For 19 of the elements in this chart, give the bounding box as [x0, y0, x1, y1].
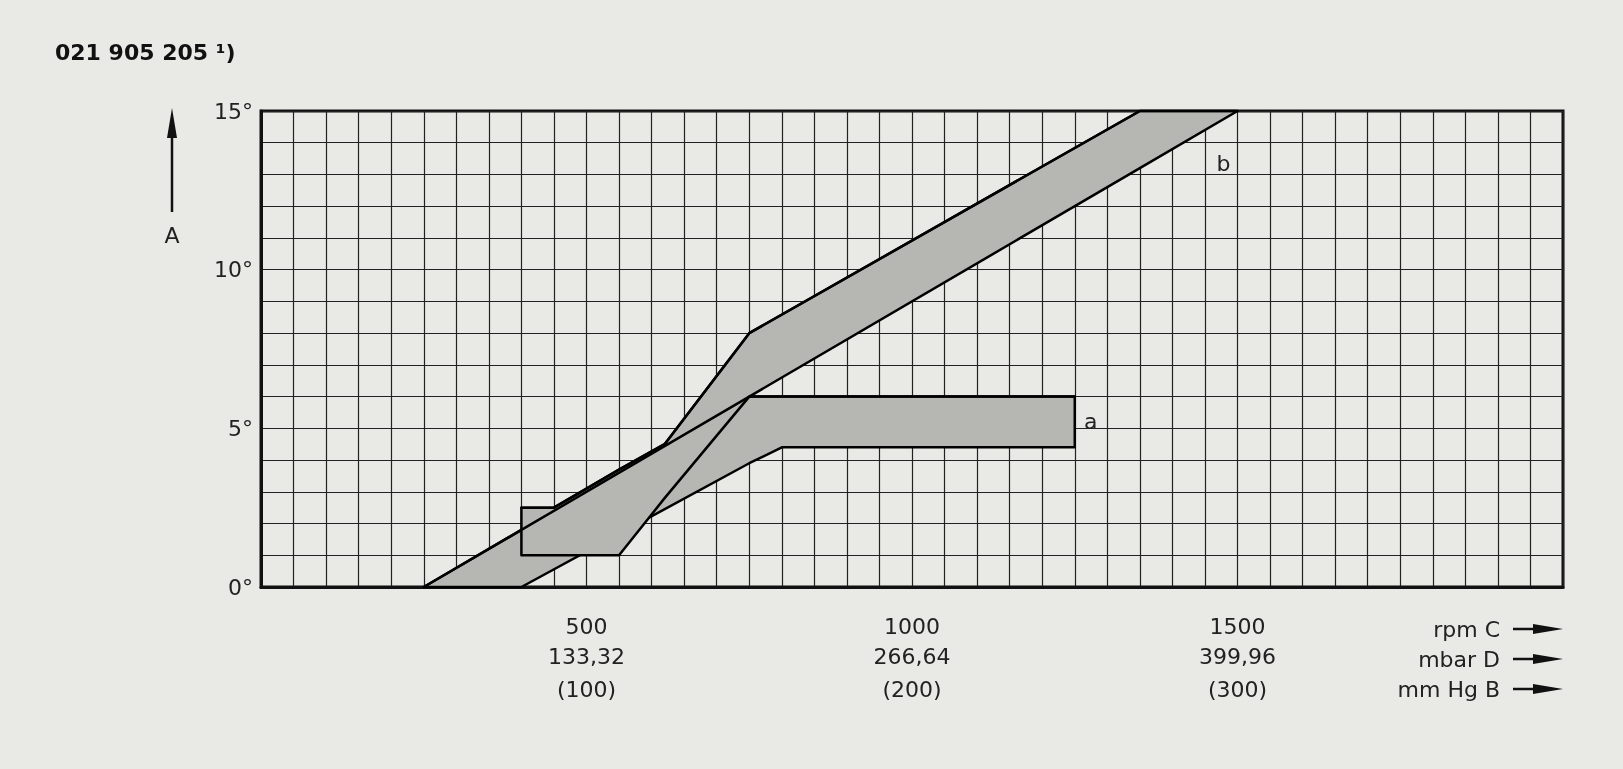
- x-tick-label: 500: [565, 613, 608, 639]
- text: (200): [882, 676, 942, 702]
- x2-tick-label: 133,32: [548, 643, 625, 669]
- y-tick-label: 0°: [228, 574, 253, 600]
- chart-title: 021 905 205 ¹): [55, 39, 236, 65]
- x-tick-label: 1000: [884, 613, 940, 639]
- x2-tick-label: 266,64: [873, 643, 951, 669]
- text: mm Hg B: [1397, 676, 1500, 702]
- x2-axis-title: mbar D: [1418, 646, 1500, 672]
- text: (300): [1207, 676, 1268, 702]
- y-axis-title: A: [164, 222, 180, 248]
- text: (100): [556, 676, 617, 702]
- y-tick-label: 15°: [214, 98, 253, 124]
- x-tick-label: 1500: [1209, 613, 1266, 639]
- annotation: b: [1216, 150, 1231, 176]
- x-axis-title: rpm C: [1433, 616, 1500, 642]
- y-tick-label: 10°: [214, 257, 253, 283]
- y-tick-label: 5°: [228, 415, 253, 441]
- x2-tick-label: 399,96: [1199, 643, 1276, 669]
